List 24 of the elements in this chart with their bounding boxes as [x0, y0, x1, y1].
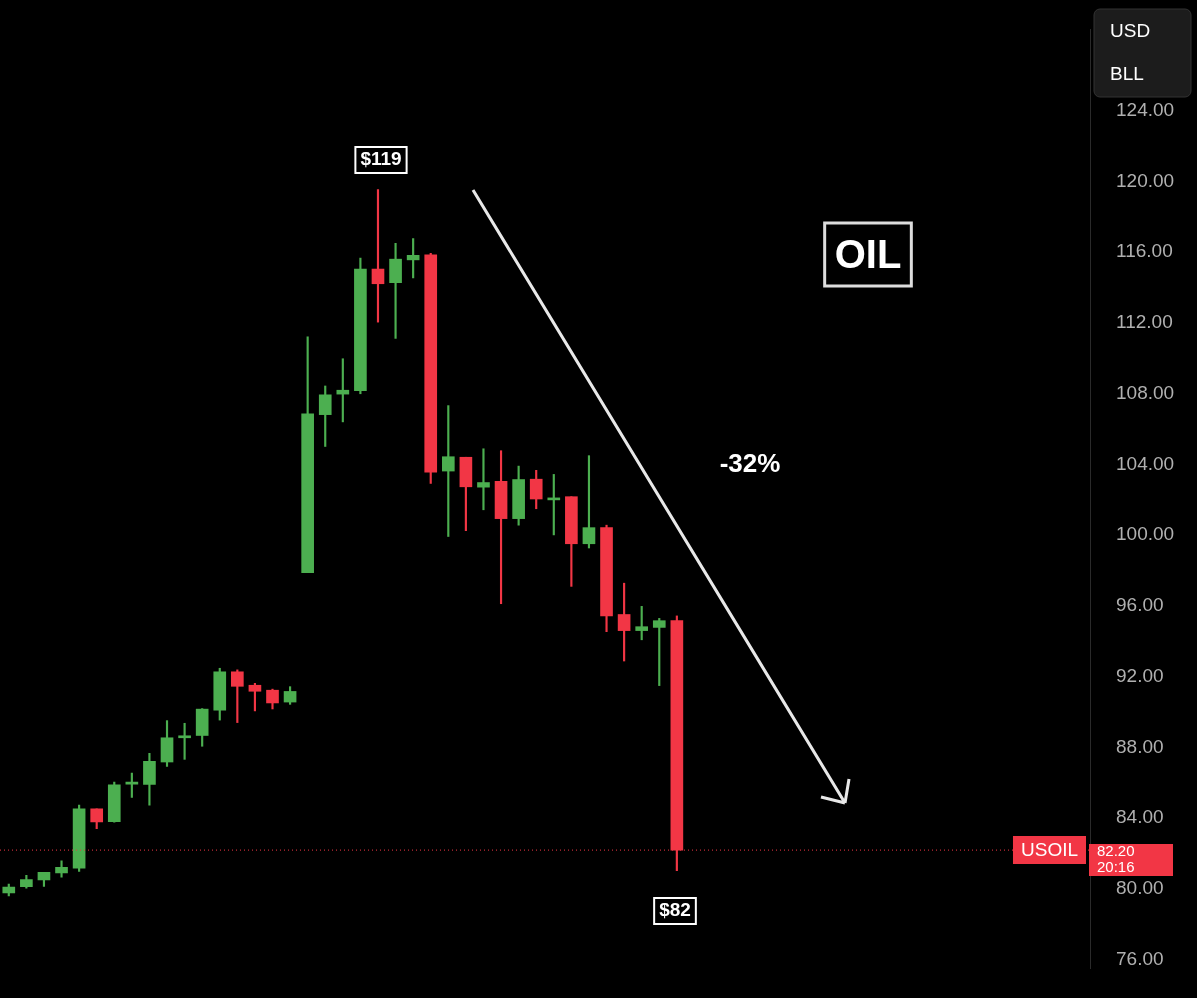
text: OIL: [834, 232, 902, 277]
text: USD: [1110, 20, 1151, 42]
y-tick-label: 96.00: [1116, 594, 1164, 616]
text: 20:16: [1097, 858, 1135, 876]
y-tick-label: 80.00: [1116, 877, 1164, 899]
y-tick-label: 116.00: [1116, 240, 1173, 262]
y-tick-label: 120.00: [1116, 169, 1175, 191]
candlestick: [477, 448, 490, 511]
ref-line-label: USOIL: [1020, 839, 1079, 861]
y-tick-label: 112.00: [1116, 311, 1173, 333]
annotation: -32%: [719, 448, 781, 479]
text: BLL: [1110, 63, 1144, 85]
y-tick-label: 76.00: [1116, 947, 1164, 969]
y-tick-label: 84.00: [1116, 806, 1164, 828]
y-tick-label: 104.00: [1116, 452, 1175, 474]
annotation: $119: [360, 148, 402, 170]
y-tick-label: 124.00: [1116, 99, 1175, 120]
y-tick-label: 92.00: [1116, 664, 1164, 686]
y-tick-label: 100.00: [1116, 523, 1175, 545]
candlestick: [389, 243, 402, 339]
y-tick-label: 108.00: [1116, 381, 1175, 403]
y-tick-label: 88.00: [1116, 735, 1164, 757]
text: 82.20: [1097, 842, 1135, 860]
annotation: $82: [659, 899, 691, 921]
